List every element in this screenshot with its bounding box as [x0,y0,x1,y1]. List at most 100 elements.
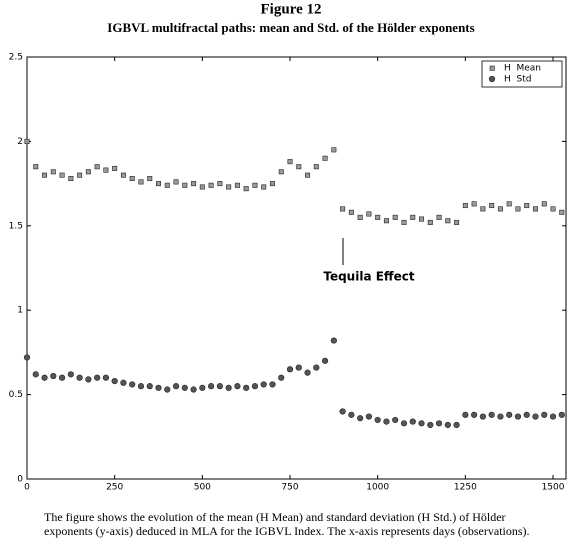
point [33,164,39,170]
legend-marker [489,65,495,71]
point [541,201,547,207]
point [164,182,170,188]
point [435,420,443,427]
point [296,164,302,170]
x-tick-label: 1000 [366,483,389,493]
point [506,411,513,418]
point [138,179,144,185]
point [172,383,180,390]
point [216,383,223,390]
point [50,372,57,380]
point [453,421,460,429]
point [278,374,285,381]
point [444,421,451,429]
point [102,374,110,381]
caption: The figure shows the evolution of the me… [44,510,530,538]
point [164,386,171,393]
point [146,383,153,390]
point [59,172,65,178]
x-tick-label: 750 [281,483,298,493]
point [94,164,100,170]
plot-frame [26,56,567,480]
chart-subtitle: IGBVL multifractal paths: mean and Std. … [107,20,474,35]
point [480,206,486,212]
point [357,415,364,422]
point [383,418,390,425]
point [112,165,118,171]
y-tick-label: 0 [17,475,23,485]
point [348,411,355,418]
point [182,182,188,188]
point [190,386,197,393]
y-tick-label: 2 [17,137,23,147]
point [304,369,311,376]
point [418,420,425,427]
point [532,413,539,420]
point [32,371,39,378]
point [41,374,48,381]
point [515,206,521,212]
point [199,184,205,190]
point [208,182,214,188]
point [374,416,381,424]
point [524,203,530,209]
annotation: Tequila Effect [323,270,415,284]
point [234,383,241,390]
point [287,159,293,165]
x-tick-label: 1250 [454,483,477,493]
point [67,371,74,378]
point [514,413,522,420]
point [340,206,346,212]
point [541,411,548,418]
point [234,182,240,188]
point [261,184,267,190]
point [392,214,398,220]
point [24,138,30,144]
point [436,214,442,220]
y-tick-label: 2.5 [9,53,23,63]
point [523,411,530,418]
point [549,413,557,420]
point [243,384,250,391]
point [77,172,83,178]
point [226,184,232,190]
point [199,384,206,391]
point [225,384,232,391]
point [366,211,372,217]
point [497,413,504,420]
legend-label: H Mean [504,64,541,74]
point [322,155,328,161]
point [269,181,275,187]
point [427,421,434,429]
point [550,206,556,212]
point [155,384,162,391]
legend-box [481,60,563,88]
point [427,219,433,225]
point [295,364,302,371]
point [401,219,407,225]
point [208,383,215,390]
point [76,374,83,381]
point [559,209,565,215]
point [339,408,346,415]
point [129,381,136,388]
y-tick-label: 0.5 [9,390,23,400]
point [321,357,329,364]
point [445,218,451,224]
point [375,214,381,220]
point [489,203,495,209]
point [286,366,294,373]
point [471,411,478,418]
point [58,374,66,381]
chart-title: Figure 12 [261,1,322,17]
point [42,172,48,178]
x-tick-label: 500 [194,483,211,493]
point [365,413,373,420]
legend-label: H Std [504,75,531,85]
point [357,214,363,220]
point [251,383,259,390]
point [400,420,408,427]
point [462,411,469,418]
x-tick-label: 0 [24,483,30,493]
point [147,176,153,182]
